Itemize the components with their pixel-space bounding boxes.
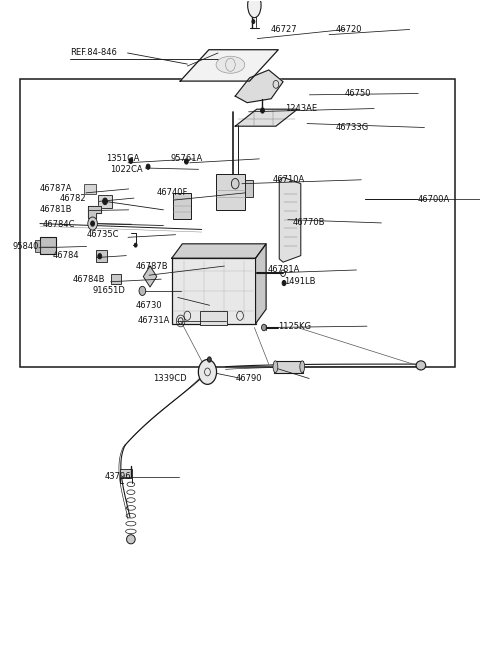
- Circle shape: [231, 178, 239, 189]
- Text: 46782: 46782: [60, 194, 87, 202]
- Ellipse shape: [300, 361, 305, 373]
- Text: 95761A: 95761A: [170, 155, 203, 163]
- Circle shape: [103, 198, 108, 204]
- Circle shape: [207, 357, 211, 362]
- Polygon shape: [144, 266, 157, 287]
- Circle shape: [139, 286, 146, 295]
- Text: 46700A: 46700A: [418, 195, 450, 204]
- Ellipse shape: [416, 361, 426, 370]
- Bar: [275, 361, 303, 373]
- Polygon shape: [279, 177, 301, 262]
- Ellipse shape: [216, 56, 245, 73]
- Text: 46781B: 46781B: [40, 206, 72, 214]
- Text: 1491LB: 1491LB: [284, 277, 315, 286]
- Bar: [216, 174, 245, 210]
- Bar: [40, 237, 56, 254]
- Circle shape: [261, 108, 264, 113]
- Text: 46710A: 46710A: [273, 176, 305, 184]
- Text: 46784: 46784: [52, 251, 79, 260]
- Bar: [98, 195, 112, 208]
- Text: 46750: 46750: [344, 89, 371, 98]
- Text: 46733G: 46733G: [336, 123, 369, 132]
- Circle shape: [129, 159, 133, 164]
- Text: 91651D: 91651D: [93, 286, 125, 295]
- Text: 46730: 46730: [136, 301, 162, 310]
- Text: 1339CD: 1339CD: [153, 374, 187, 383]
- Text: 1125KG: 1125KG: [278, 322, 312, 331]
- Bar: [200, 310, 227, 325]
- Circle shape: [282, 280, 286, 286]
- Text: 1022CA: 1022CA: [110, 165, 143, 174]
- Circle shape: [134, 243, 137, 247]
- Text: 95840: 95840: [12, 242, 39, 251]
- Ellipse shape: [273, 361, 278, 373]
- Text: 46790: 46790: [235, 374, 262, 383]
- Text: REF.84-846: REF.84-846: [70, 48, 117, 58]
- Bar: [20, 79, 456, 367]
- Circle shape: [198, 360, 216, 384]
- Ellipse shape: [248, 0, 261, 18]
- Bar: [173, 193, 191, 219]
- Circle shape: [146, 164, 150, 170]
- Text: 43796: 43796: [105, 472, 132, 481]
- Text: 46784C: 46784C: [43, 219, 75, 229]
- Text: 46770B: 46770B: [293, 218, 325, 227]
- Circle shape: [184, 159, 188, 164]
- Ellipse shape: [127, 534, 135, 544]
- Text: 46720: 46720: [336, 25, 362, 34]
- Bar: [111, 274, 121, 284]
- Bar: [84, 183, 96, 194]
- Circle shape: [262, 324, 266, 331]
- Bar: [35, 240, 40, 252]
- Bar: [120, 469, 132, 478]
- Text: 46784B: 46784B: [72, 274, 105, 284]
- Polygon shape: [255, 244, 266, 324]
- Polygon shape: [180, 50, 278, 81]
- Circle shape: [91, 221, 95, 226]
- Polygon shape: [172, 244, 266, 258]
- Bar: [172, 258, 255, 324]
- Polygon shape: [235, 70, 283, 103]
- Text: 46787A: 46787A: [40, 185, 72, 193]
- Circle shape: [98, 253, 102, 259]
- Text: 46781A: 46781A: [268, 265, 300, 274]
- Text: 46740F: 46740F: [157, 189, 188, 197]
- Text: 1351GA: 1351GA: [106, 155, 139, 163]
- Text: 46787B: 46787B: [136, 261, 168, 271]
- Bar: [245, 180, 253, 196]
- Text: 46731A: 46731A: [138, 316, 170, 326]
- Text: 1243AE: 1243AE: [286, 104, 318, 113]
- Text: 46735C: 46735C: [87, 230, 120, 239]
- Polygon shape: [88, 206, 101, 217]
- Circle shape: [88, 217, 97, 230]
- Polygon shape: [235, 109, 298, 126]
- Bar: [96, 250, 107, 262]
- Text: 46727: 46727: [271, 25, 298, 34]
- Circle shape: [252, 20, 255, 24]
